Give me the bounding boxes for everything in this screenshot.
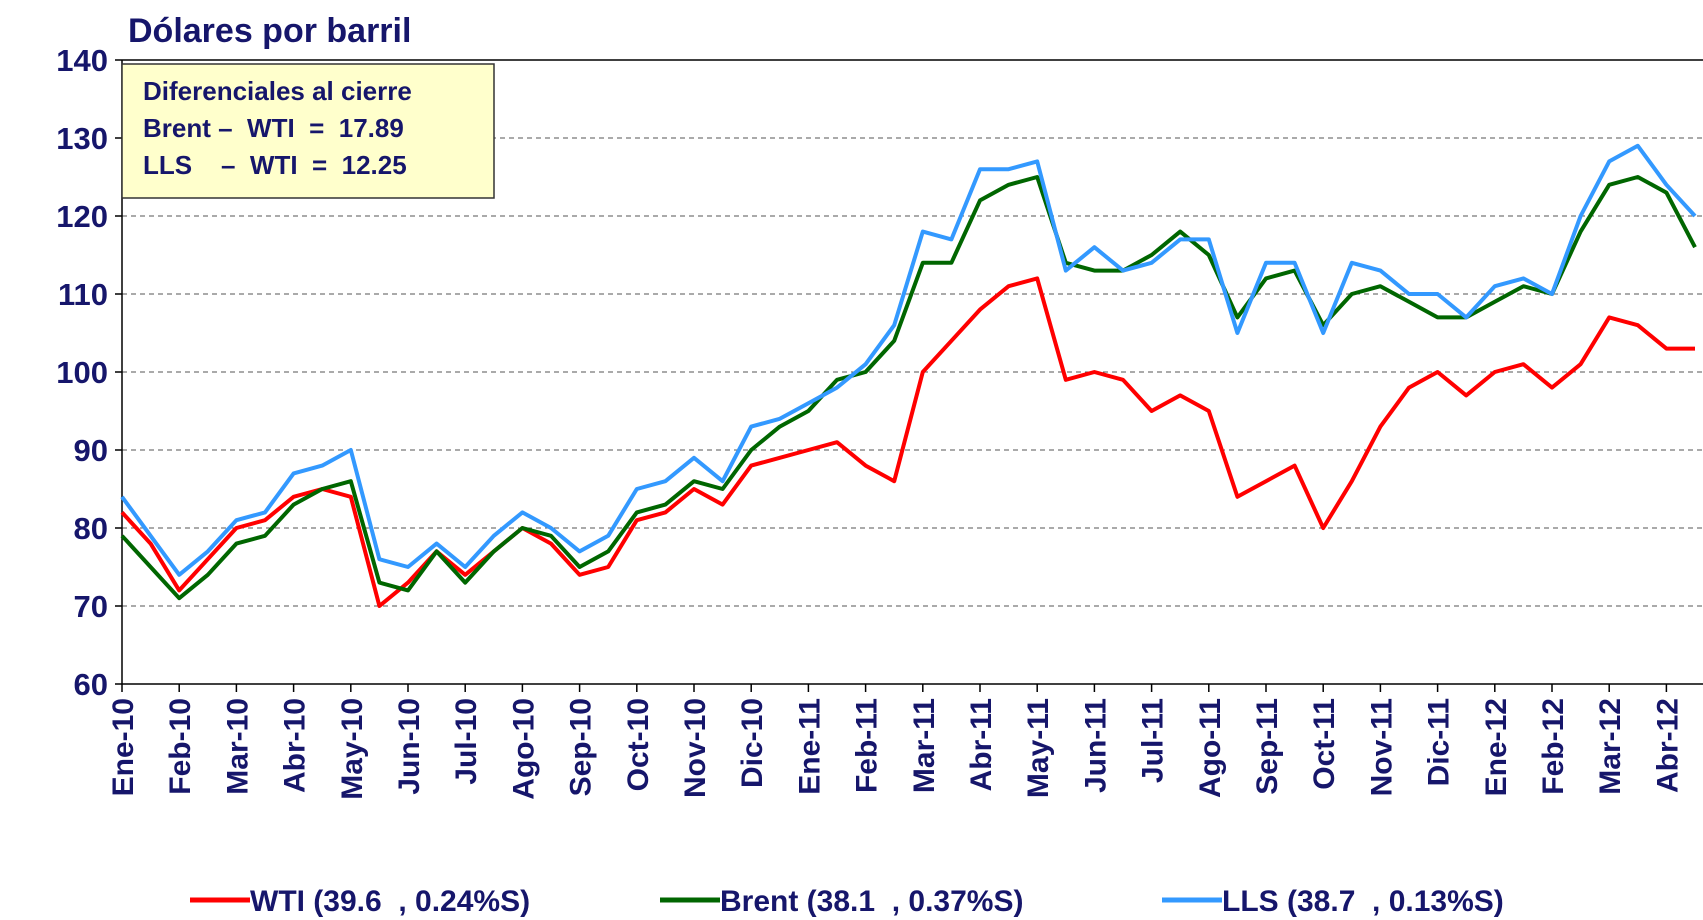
x-tick-label: Abr-10 — [279, 698, 312, 793]
series-line — [120, 143, 1697, 577]
x-tick-label: Oct-10 — [622, 698, 655, 791]
y-tick-label: 80 — [74, 511, 108, 546]
x-tick-label: Oct-11 — [1308, 698, 1341, 790]
x-tick-label: Dic-10 — [736, 698, 769, 788]
annotation-text: LLS – WTI = 12.25 — [143, 150, 407, 180]
series-line — [120, 175, 1697, 601]
x-tick-label: Nov-10 — [679, 698, 712, 798]
x-tick-label: Abr-12 — [1651, 698, 1684, 793]
x-tick-label: Feb-12 — [1537, 698, 1570, 795]
x-tick-label: Sep-11 — [1251, 698, 1284, 795]
x-tick-label: Ene-11 — [793, 698, 826, 795]
x-tick-label: May-10 — [336, 698, 369, 800]
x-tick-label: Feb-10 — [164, 698, 197, 795]
y-tick-label: 90 — [74, 433, 108, 468]
x-tick-label: Jul-10 — [450, 698, 483, 785]
y-tick-label: 70 — [74, 589, 108, 624]
series-line — [120, 276, 1695, 608]
x-tick-label: Ene-12 — [1480, 698, 1513, 796]
x-tick-label: Jul-11 — [1137, 698, 1170, 783]
x-tick-label: Mar-11 — [908, 698, 941, 793]
x-tick-label: Sep-10 — [565, 698, 598, 796]
x-tick-label: May-11 — [1022, 698, 1055, 798]
x-tick-label: Nov-11 — [1365, 698, 1398, 796]
legend-label: LLS (38.7 , 0.13%S) — [1222, 885, 1504, 918]
legend-label: WTI (39.6 , 0.24%S) — [250, 885, 530, 918]
x-tick-label: Ene-10 — [107, 698, 140, 796]
x-tick-label: Feb-11 — [851, 698, 884, 793]
x-tick-label: Mar-12 — [1594, 698, 1627, 795]
x-tick-label: Abr-11 — [965, 698, 998, 791]
x-tick-label: Ago-10 — [507, 698, 540, 800]
y-tick-label: 120 — [56, 199, 108, 234]
y-tick-label: 100 — [56, 355, 108, 390]
legend-label: Brent (38.1 , 0.37%S) — [720, 885, 1023, 918]
x-tick-label: Jun-10 — [393, 698, 426, 795]
annotation-text: Diferenciales al cierre — [143, 76, 412, 106]
x-tick-label: Jun-11 — [1079, 698, 1112, 793]
annotation-text: Brent – WTI = 17.89 — [143, 113, 404, 143]
x-tick-label: Ago-11 — [1194, 698, 1227, 798]
y-tick-label: 60 — [74, 667, 108, 702]
x-tick-label: Mar-10 — [221, 698, 254, 795]
y-tick-label: 110 — [58, 277, 108, 312]
y-tick-label: 130 — [56, 121, 108, 156]
annotation-box — [121, 63, 495, 199]
y-tick-label: 140 — [56, 43, 108, 78]
x-tick-label: Dic-11 — [1423, 698, 1456, 786]
chart-title: Dólares por barril — [128, 12, 411, 50]
